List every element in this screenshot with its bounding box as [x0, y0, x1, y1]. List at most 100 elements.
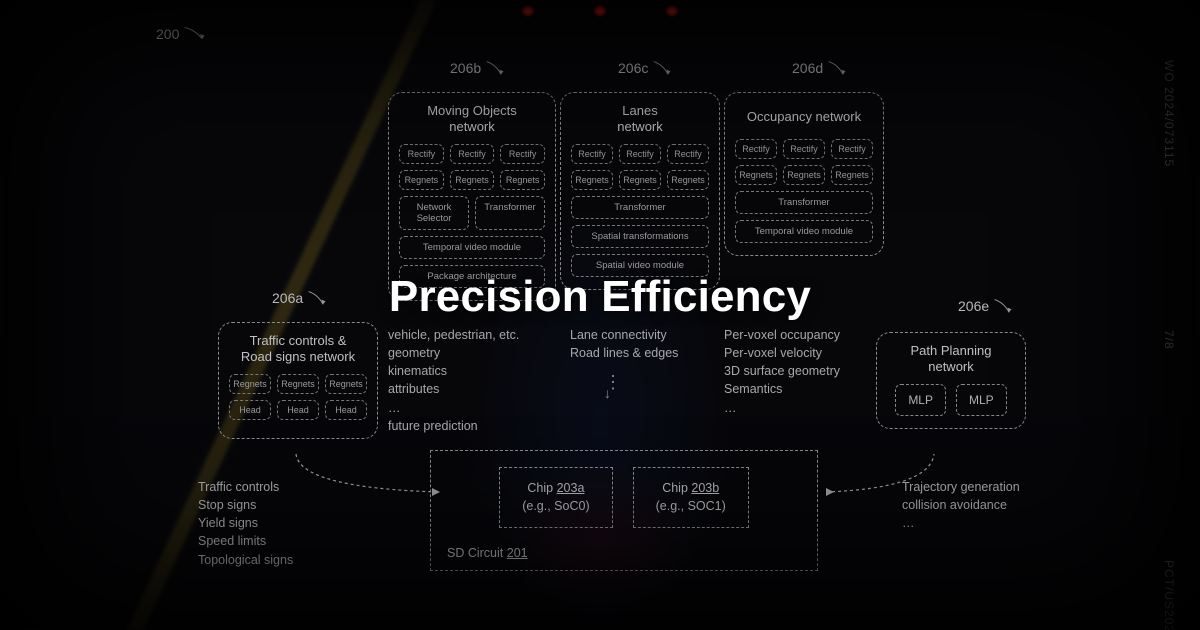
path-mlp: MLP — [895, 384, 946, 416]
chip-a-label: Chip — [527, 481, 553, 495]
sd-label-text: SD Circuit — [447, 546, 503, 560]
lanes-rectify: Rectify — [571, 144, 613, 164]
network-moving-box: Moving Objects network Rectify Rectify R… — [388, 92, 556, 301]
network-moving-title: Moving Objects network — [399, 103, 545, 136]
traffic-cell: Regnets — [229, 374, 271, 394]
desc-line: Semantics — [724, 380, 840, 398]
network-occupancy-title: Occupancy network — [735, 103, 873, 131]
desc-line: 3D surface geometry — [724, 362, 840, 380]
lanes-rectify: Rectify — [619, 144, 661, 164]
arrow-down-icon — [604, 378, 624, 399]
ref-206d-label: 206d — [792, 60, 823, 76]
network-traffic-title: Traffic controls & Road signs network — [229, 333, 367, 366]
moving-regnet: Regnets — [399, 170, 444, 190]
desc-moving: vehicle, pedestrian, etc. geometry kinem… — [388, 326, 519, 435]
desc-line: future prediction — [388, 417, 519, 435]
lanes-wide1: Transformer — [571, 196, 709, 219]
desc-lanes: Lane connectivity Road lines & edges — [570, 326, 678, 362]
lanes-title-l2: network — [617, 119, 663, 134]
page-number: 7/8 — [1162, 330, 1176, 350]
desc-line: attributes — [388, 380, 519, 398]
path-title-l1: Path Planning — [911, 343, 992, 358]
desc-line: geometry — [388, 344, 519, 362]
traffic-cell: Regnets — [325, 374, 367, 394]
traffic-title-l1: Traffic controls & — [250, 333, 347, 348]
desc-line: Traffic controls — [198, 478, 293, 496]
desc-line: Yield signs — [198, 514, 293, 532]
moving-half-b: Transformer — [475, 196, 545, 230]
chip-b-id: 203b — [691, 481, 719, 495]
occ-regnet: Regnets — [783, 165, 825, 185]
desc-line: kinematics — [388, 362, 519, 380]
sd-circuit-label: SD Circuit 201 — [447, 546, 801, 560]
ref-206d: 206d — [792, 58, 851, 78]
network-lanes-title: Lanes network — [571, 103, 709, 136]
occ-rectify: Rectify — [735, 139, 777, 159]
occ-regnet: Regnets — [831, 165, 873, 185]
network-path-box: Path Planning network MLP MLP — [876, 332, 1026, 429]
occ-regnet: Regnets — [735, 165, 777, 185]
lanes-title-l1: Lanes — [622, 103, 657, 118]
network-lanes-box: Lanes network Rectify Rectify Rectify Re… — [560, 92, 720, 290]
traffic-cell: Head — [277, 400, 319, 420]
chip-b-paren: (e.g., SOC1) — [656, 499, 726, 513]
ref-200-label: 200 — [156, 26, 179, 42]
lanes-regnet: Regnets — [571, 170, 613, 190]
occ-rectify: Rectify — [831, 139, 873, 159]
sd-circuit-box: Chip 203a (e.g., SoC0) Chip 203b (e.g., … — [430, 450, 818, 571]
moving-rectify: Rectify — [399, 144, 444, 164]
ref-206c-label: 206c — [618, 60, 648, 76]
desc-line: Per-voxel velocity — [724, 344, 840, 362]
connector-sd-to-path — [820, 448, 940, 498]
ref-206b: 206b — [450, 58, 509, 78]
desc-line: … — [388, 399, 519, 417]
lanes-regnet: Regnets — [667, 170, 709, 190]
path-mlp: MLP — [956, 384, 1007, 416]
desc-line: vehicle, pedestrian, etc. — [388, 326, 519, 344]
moving-title-l1: Moving Objects — [427, 103, 517, 118]
lanes-wide2: Spatial transformations — [571, 225, 709, 248]
traffic-cell: Head — [325, 400, 367, 420]
desc-occupancy: Per-voxel occupancy Per-voxel velocity 3… — [724, 326, 840, 417]
occupancy-title-l1: Occupancy network — [747, 109, 861, 124]
desc-traffic: Traffic controls Stop signs Yield signs … — [198, 478, 293, 569]
desc-line: Per-voxel occupancy — [724, 326, 840, 344]
desc-line: Road lines & edges — [570, 344, 678, 362]
network-path-title: Path Planning network — [887, 343, 1015, 376]
moving-wide1: Temporal video module — [399, 236, 545, 259]
pct-number: PCT/US2023 — [1162, 560, 1176, 630]
moving-half-a: Network Selector — [399, 196, 469, 230]
ref-206c: 206c — [618, 58, 676, 78]
desc-line: collision avoidance — [902, 496, 1020, 514]
lanes-rectify: Rectify — [667, 144, 709, 164]
patent-number: WO 2024/073115 — [1162, 60, 1176, 167]
moving-rectify: Rectify — [500, 144, 545, 164]
moving-regnet: Regnets — [450, 170, 495, 190]
lanes-regnet: Regnets — [619, 170, 661, 190]
occ-wide1: Transformer — [735, 191, 873, 214]
moving-title-l2: network — [449, 119, 495, 134]
path-title-l2: network — [928, 359, 974, 374]
chip-a: Chip 203a (e.g., SoC0) — [499, 467, 612, 528]
chip-a-id: 203a — [557, 481, 585, 495]
desc-line: Stop signs — [198, 496, 293, 514]
network-traffic-box: Traffic controls & Road signs network Re… — [218, 322, 378, 439]
moving-regnet: Regnets — [500, 170, 545, 190]
sd-label-id: 201 — [507, 546, 528, 560]
occ-wide2: Temporal video module — [735, 220, 873, 243]
desc-line: Speed limits — [198, 532, 293, 550]
desc-line: … — [724, 399, 840, 417]
traffic-cell: Regnets — [277, 374, 319, 394]
desc-line: Topological signs — [198, 551, 293, 569]
ref-200: 200 — [156, 24, 207, 44]
ref-206b-label: 206b — [450, 60, 481, 76]
moving-rectify: Rectify — [450, 144, 495, 164]
network-occupancy-box: Occupancy network Rectify Rectify Rectif… — [724, 92, 884, 256]
hero-title: Precision Efficiency — [0, 272, 1200, 322]
chip-b: Chip 203b (e.g., SOC1) — [633, 467, 749, 528]
chip-a-paren: (e.g., SoC0) — [522, 499, 589, 513]
traffic-cell: Head — [229, 400, 271, 420]
desc-line: Lane connectivity — [570, 326, 678, 344]
connector-traffic-to-sd — [290, 448, 450, 498]
traffic-title-l2: Road signs network — [241, 349, 355, 364]
